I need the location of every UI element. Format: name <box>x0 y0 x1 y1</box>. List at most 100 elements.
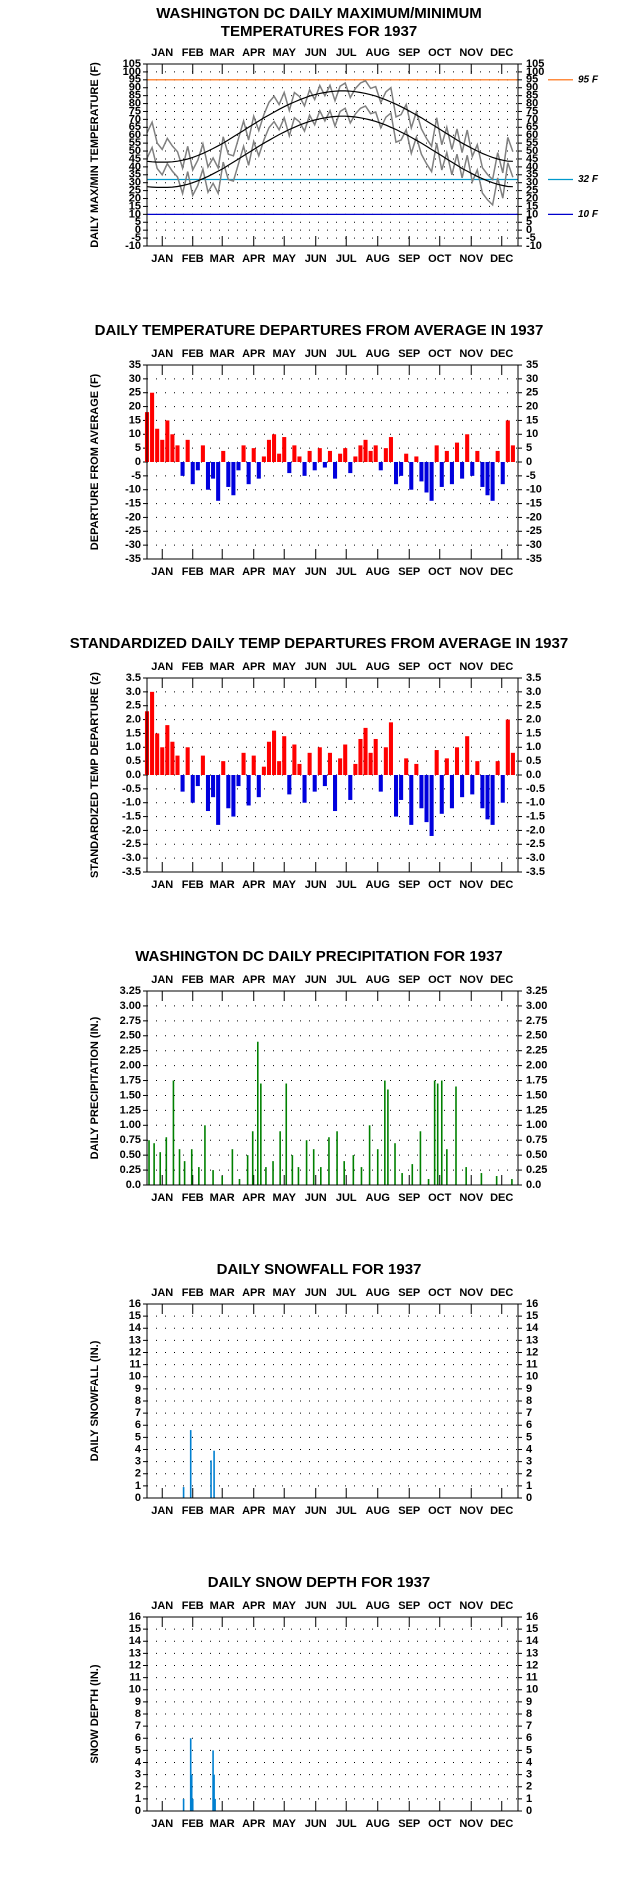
y-tick-label: 0.5 <box>126 755 141 767</box>
y-tick-label: 10 <box>129 428 141 440</box>
y-tick-label-right: 45 <box>526 153 538 165</box>
y-tick-label: 105 <box>123 58 141 70</box>
x-tick-label: APR <box>242 661 265 673</box>
y-tick-label: -35 <box>125 553 141 565</box>
bar <box>265 1167 267 1185</box>
x-tick-label-bottom: AUG <box>366 879 390 891</box>
y-tick-label: 20 <box>129 192 141 204</box>
y-tick-label: 13 <box>129 1647 141 1659</box>
y-tick-label-right: 16 <box>526 1611 538 1623</box>
bar <box>212 1750 214 1811</box>
x-tick-label-bottom: MAR <box>210 1818 235 1830</box>
departure-bar <box>200 755 205 775</box>
departure-bar <box>190 462 195 485</box>
departure-bar <box>292 445 297 462</box>
x-tick-label-bottom: FEB <box>182 566 204 578</box>
x-tick-label: APR <box>242 47 265 59</box>
departure-bar <box>393 775 399 817</box>
departure-bar <box>256 462 261 479</box>
bar <box>455 1086 457 1185</box>
x-tick-label: AUG <box>366 1600 390 1612</box>
departure-bar <box>409 462 414 490</box>
departure-bar <box>180 462 185 476</box>
departure-bar <box>292 744 297 775</box>
x-tick-label: APR <box>242 348 265 360</box>
departure-bar <box>424 775 429 823</box>
departure-bar <box>282 736 287 775</box>
departure-bar <box>465 736 470 775</box>
y-tick-label-right: 5 <box>526 1744 532 1756</box>
bar <box>256 1041 259 1185</box>
y-tick-label: 3 <box>135 1769 141 1781</box>
y-tick-label-right: 15 <box>526 200 538 212</box>
bar <box>213 1450 215 1498</box>
y-tick-label: -25 <box>125 525 141 537</box>
departure-bar <box>343 744 348 775</box>
y-tick-label: 2 <box>135 1781 141 1793</box>
y-tick-label: 0 <box>135 1492 141 1504</box>
departure-bar <box>399 775 404 800</box>
x-tick-label: JUN <box>305 47 327 59</box>
y-tick-label-right: 10 <box>526 1684 538 1696</box>
y-tick-label-right: 6 <box>526 1419 532 1431</box>
departure-bar <box>277 453 282 462</box>
departure-bar <box>495 450 500 462</box>
y-tick-label-right: 7 <box>526 1407 532 1419</box>
x-tick-label: SEP <box>398 1600 420 1612</box>
departure-bar <box>460 462 465 479</box>
y-tick-label-right: 4 <box>526 1756 533 1768</box>
y-tick-label-right: 8 <box>526 1395 532 1407</box>
y-tick-label: -3.0 <box>122 852 141 864</box>
y-axis-label: DEPARTURE FROM AVERAGE (F) <box>89 373 101 550</box>
y-tick-label-right: 9 <box>526 1696 532 1708</box>
y-tick-label-right: -5 <box>526 470 536 482</box>
x-tick-label: FEB <box>182 1287 204 1299</box>
bar <box>165 1137 168 1185</box>
departure-bar <box>236 462 241 471</box>
y-tick-label-right: 1.5 <box>526 727 541 739</box>
y-tick-label: 9 <box>135 1383 141 1395</box>
x-tick-label: FEB <box>182 661 204 673</box>
departure-bar <box>302 775 307 803</box>
departure-bar <box>449 462 454 485</box>
y-tick-label: 11 <box>129 1672 141 1684</box>
x-tick-label: NOV <box>459 661 484 673</box>
x-tick-label: JAN <box>151 1600 173 1612</box>
y-tick-label-right: -1.0 <box>526 797 545 809</box>
plot-frame <box>146 364 519 560</box>
temperature-line <box>146 115 513 188</box>
y-tick-label-right: 1.75 <box>526 1074 547 1086</box>
departure-bar <box>287 462 292 474</box>
departure-bar <box>368 752 373 775</box>
y-tick-label: 35 <box>129 359 141 371</box>
bar <box>285 1083 288 1185</box>
x-tick-label-bottom: NOV <box>459 879 484 891</box>
y-tick-label-right: -10 <box>526 240 542 252</box>
x-tick-label-bottom: SEP <box>398 566 420 578</box>
departure-bar <box>500 462 505 485</box>
y-tick-label-right: 2 <box>526 1468 532 1480</box>
bar <box>191 1798 194 1811</box>
y-tick-label: -10 <box>125 240 141 252</box>
x-tick-label-bottom: DEC <box>490 1818 513 1830</box>
y-tick-label: 25 <box>129 387 141 399</box>
x-tick-label: JUN <box>305 1600 327 1612</box>
y-tick-label: 45 <box>129 153 141 165</box>
x-tick-label: NOV <box>459 1600 484 1612</box>
departure-bar <box>388 722 393 775</box>
y-tick-label: 8 <box>135 1708 141 1720</box>
y-tick-label-right: 4 <box>526 1443 533 1455</box>
plot-frame <box>146 990 519 1186</box>
y-tick-label: 2.75 <box>120 1015 141 1027</box>
bar <box>495 1176 498 1185</box>
x-tick-label-bottom: AUG <box>366 1818 390 1830</box>
bar <box>368 1125 371 1185</box>
departure-bar <box>205 462 211 490</box>
departure-bar <box>338 758 343 775</box>
y-tick-label: 5 <box>135 216 141 228</box>
y-tick-label-right: 2.25 <box>526 1045 547 1057</box>
x-tick-label: MAR <box>210 1600 235 1612</box>
y-tick-label: 3.0 <box>126 686 141 698</box>
y-tick-label: 70 <box>129 113 141 125</box>
x-tick-label: AUG <box>366 974 390 986</box>
